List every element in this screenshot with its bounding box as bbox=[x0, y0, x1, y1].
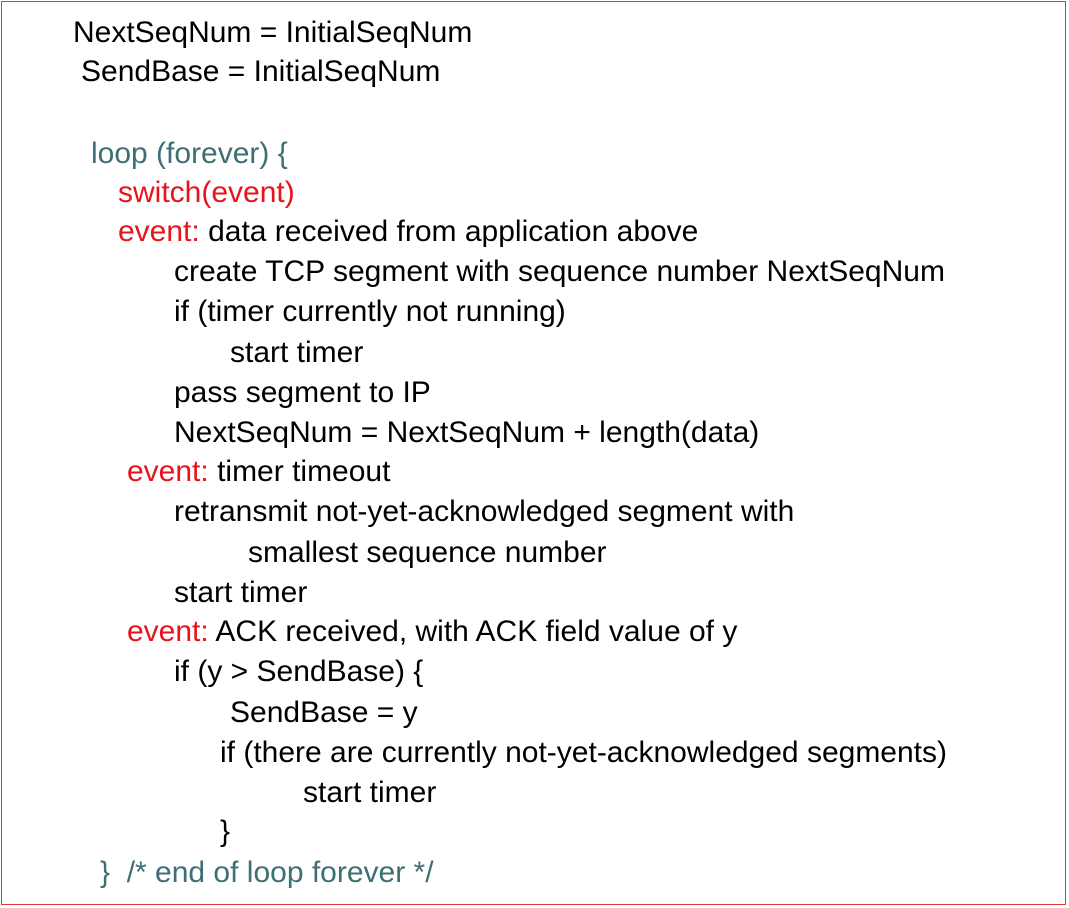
create-segment-line: create TCP segment with sequence number … bbox=[174, 255, 945, 288]
event-description: ACK received, with ACK field value of y bbox=[208, 615, 738, 648]
switch-line: switch(event) bbox=[118, 176, 295, 209]
start-timer-line: start timer bbox=[174, 576, 308, 609]
pass-segment-line: pass segment to IP bbox=[174, 376, 431, 409]
init-sendbase-line: SendBase = InitialSeqNum bbox=[81, 55, 441, 88]
loop-close-comment: /* end of loop forever */ bbox=[110, 856, 434, 889]
event-keyword: event: bbox=[127, 455, 209, 488]
event-keyword: event: bbox=[127, 615, 209, 648]
smallest-seq-line: smallest sequence number bbox=[248, 536, 607, 569]
event-ack-received-line: event: ACK received, with ACK field valu… bbox=[127, 615, 737, 649]
sendbase-assign-line: SendBase = y bbox=[230, 696, 418, 729]
event-description: timer timeout bbox=[208, 455, 391, 488]
event-description: data received from application above bbox=[199, 215, 699, 248]
start-timer-line: start timer bbox=[230, 336, 364, 369]
init-nextseqnum-line: NextSeqNum = InitialSeqNum bbox=[73, 16, 473, 49]
loop-close-brace: } bbox=[100, 856, 111, 889]
close-if-brace: } bbox=[220, 815, 231, 848]
retransmit-line: retransmit not-yet-acknowledged segment … bbox=[174, 495, 795, 528]
loop-open-line: loop (forever) { bbox=[91, 137, 288, 170]
loop-close-line: } /* end of loop forever */ bbox=[100, 856, 434, 890]
if-timer-line: if (timer currently not running) bbox=[174, 295, 566, 328]
start-timer-line: start timer bbox=[303, 776, 437, 809]
event-keyword: event: bbox=[118, 215, 200, 248]
if-unacked-line: if (there are currently not-yet-acknowle… bbox=[220, 736, 948, 769]
event-data-received-line: event: data received from application ab… bbox=[118, 215, 698, 249]
if-y-greater-line: if (y > SendBase) { bbox=[174, 655, 424, 688]
event-timer-timeout-line: event: timer timeout bbox=[127, 455, 390, 489]
nextseqnum-update-line: NextSeqNum = NextSeqNum + length(data) bbox=[174, 416, 760, 449]
